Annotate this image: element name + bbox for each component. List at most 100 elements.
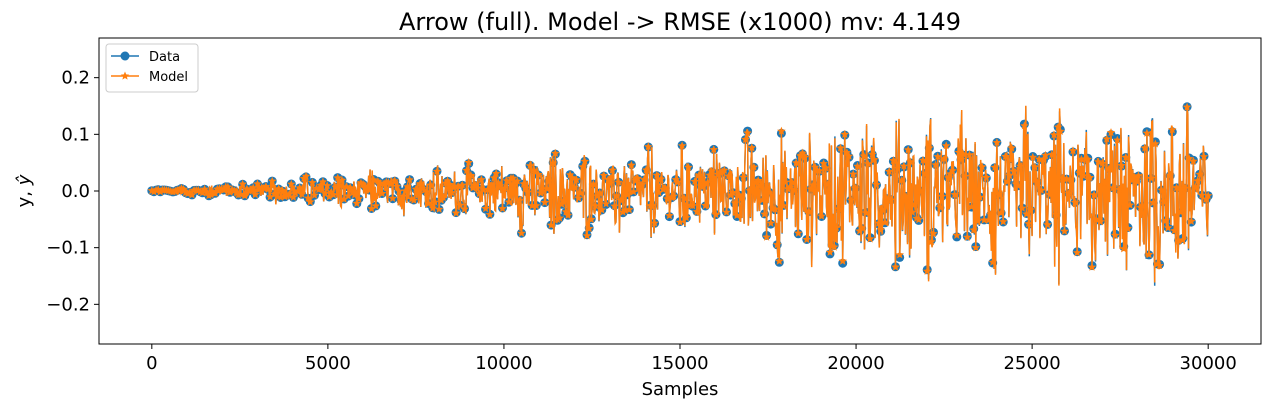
model-point — [800, 152, 809, 161]
model-point — [540, 198, 550, 207]
model-point — [532, 201, 541, 210]
model-point — [1030, 162, 1040, 171]
model-point — [223, 182, 233, 191]
model-point — [187, 190, 197, 199]
model-point — [762, 232, 771, 241]
model-point — [1043, 220, 1052, 229]
model-point — [1034, 154, 1044, 163]
model-point — [1020, 121, 1029, 130]
model-point — [728, 188, 738, 197]
model-point — [428, 203, 438, 212]
model-point — [399, 191, 408, 200]
legend-label-data: Data — [149, 50, 180, 65]
model-point — [559, 196, 569, 205]
model-point — [1121, 152, 1131, 162]
model-point — [711, 210, 721, 219]
model-point — [772, 240, 782, 249]
model-point — [329, 190, 338, 199]
model-point — [238, 179, 247, 188]
model-point — [644, 142, 653, 151]
model-point — [629, 187, 638, 196]
model-point — [775, 256, 784, 265]
x-tick-label: 25000 — [1003, 353, 1060, 374]
model-point — [914, 215, 923, 224]
model-point — [614, 177, 623, 186]
x-tick-label: 5000 — [305, 353, 351, 374]
model-point — [870, 155, 879, 164]
model-point — [1110, 230, 1120, 239]
model-point — [456, 200, 465, 209]
model-point — [1096, 217, 1105, 226]
model-point — [424, 199, 433, 208]
model-point — [1117, 161, 1126, 170]
model-point — [1153, 259, 1162, 268]
model-point — [337, 175, 347, 184]
model-point — [939, 154, 949, 163]
model-point — [491, 169, 501, 178]
model-point — [175, 185, 184, 194]
model-point — [335, 180, 345, 189]
model-point — [595, 188, 604, 197]
model-point — [538, 187, 547, 196]
model-point — [1174, 236, 1183, 245]
model-point — [648, 201, 657, 210]
model-point — [608, 165, 617, 174]
model-point — [242, 184, 252, 193]
y-axis-label-base: y, — [14, 185, 35, 207]
model-point — [384, 177, 393, 186]
model-point — [851, 183, 860, 192]
model-point — [200, 184, 209, 193]
model-point — [925, 143, 934, 152]
model-point — [1197, 190, 1207, 199]
model-point — [1178, 235, 1188, 244]
model-point — [297, 189, 307, 198]
model-point — [720, 165, 729, 174]
model-point — [633, 173, 642, 182]
model-point — [320, 189, 330, 198]
model-point — [344, 191, 353, 200]
model-point — [1104, 164, 1114, 173]
model-point — [690, 177, 700, 186]
model-point — [969, 225, 978, 234]
model-point — [745, 186, 754, 195]
data-point — [895, 252, 905, 262]
model-point — [724, 171, 733, 180]
model-point — [684, 162, 693, 171]
model-point — [601, 199, 611, 208]
model-point — [210, 188, 220, 197]
model-point — [1064, 188, 1073, 198]
y-tick-label: −0.2 — [46, 294, 90, 315]
model-point — [322, 181, 332, 190]
model-point — [284, 189, 294, 198]
model-point — [688, 201, 697, 210]
model-point — [984, 215, 993, 224]
model-point — [1018, 203, 1027, 212]
model-point — [808, 180, 818, 189]
model-point — [536, 188, 545, 197]
model-point — [916, 186, 926, 195]
model-point — [861, 208, 871, 217]
model-point — [956, 155, 966, 164]
model-point — [371, 201, 380, 210]
model-point — [449, 183, 459, 192]
model-point — [443, 176, 452, 185]
x-tick-label: 30000 — [1180, 353, 1237, 374]
model-point — [489, 173, 499, 182]
model-point — [1163, 223, 1173, 232]
model-point — [1138, 201, 1147, 210]
model-point — [671, 175, 681, 184]
model-point — [314, 185, 323, 194]
model-point — [194, 185, 203, 194]
model-point — [980, 215, 989, 224]
model-point — [944, 173, 953, 182]
model-point — [451, 208, 461, 217]
model-point — [244, 186, 254, 195]
model-point — [1168, 125, 1177, 134]
model-point — [789, 185, 799, 195]
model-point — [1165, 170, 1175, 179]
x-axis-label: Samples — [642, 379, 719, 400]
model-point — [1032, 177, 1042, 186]
plot-series — [147, 102, 1213, 286]
model-point — [1123, 224, 1133, 233]
model-point — [1053, 122, 1063, 131]
